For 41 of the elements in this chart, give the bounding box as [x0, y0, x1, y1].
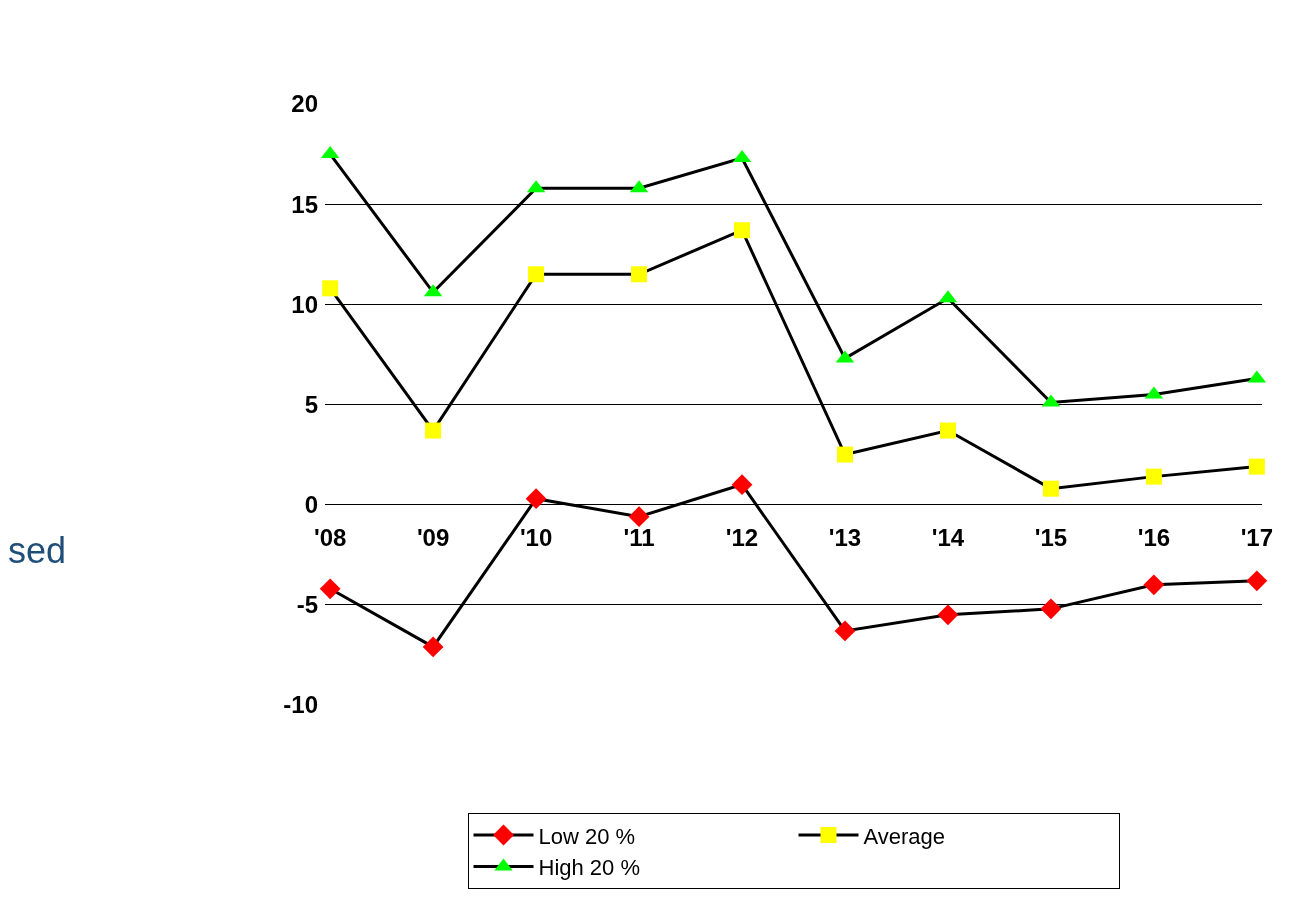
x-tick-label: '13	[828, 523, 862, 551]
point	[937, 604, 959, 626]
x-tick-label: '10	[519, 523, 553, 551]
point	[319, 578, 341, 600]
point	[1042, 480, 1059, 497]
point	[939, 422, 956, 439]
point	[836, 446, 853, 463]
y-tick-label: -5	[296, 591, 318, 619]
text: sed	[8, 530, 67, 571]
point	[425, 422, 442, 439]
point	[631, 266, 648, 283]
x-tick-label: '16	[1137, 523, 1171, 551]
legend-label: High 20 %	[538, 855, 641, 881]
x-tick-label: '08	[313, 523, 347, 551]
y-tick-label: 20	[291, 90, 318, 118]
point	[628, 506, 650, 528]
point	[1143, 574, 1165, 596]
x-tick-label: '15	[1034, 523, 1068, 551]
point	[422, 636, 444, 658]
legend-label: Low 20 %	[538, 823, 636, 849]
point	[1246, 570, 1268, 592]
point	[322, 280, 339, 297]
point	[734, 222, 751, 239]
point	[1145, 468, 1162, 485]
legend-label: Average	[863, 823, 946, 849]
y-tick-label: 15	[291, 190, 318, 218]
y-tick-label: 0	[304, 491, 318, 519]
x-tick-label: '17	[1240, 523, 1274, 551]
y-tick-label: 10	[291, 290, 318, 318]
y-tick-label: 5	[304, 390, 318, 418]
x-tick-label: '09	[416, 523, 450, 551]
point	[525, 488, 547, 510]
y-tick-label: -10	[283, 691, 318, 719]
x-tick-label: '14	[931, 523, 965, 551]
x-tick-label: '11	[623, 523, 655, 551]
point	[834, 620, 856, 642]
point	[731, 474, 753, 496]
point	[528, 266, 545, 283]
point	[1248, 458, 1265, 475]
x-tick-label: '12	[725, 523, 759, 551]
point	[1040, 598, 1062, 620]
